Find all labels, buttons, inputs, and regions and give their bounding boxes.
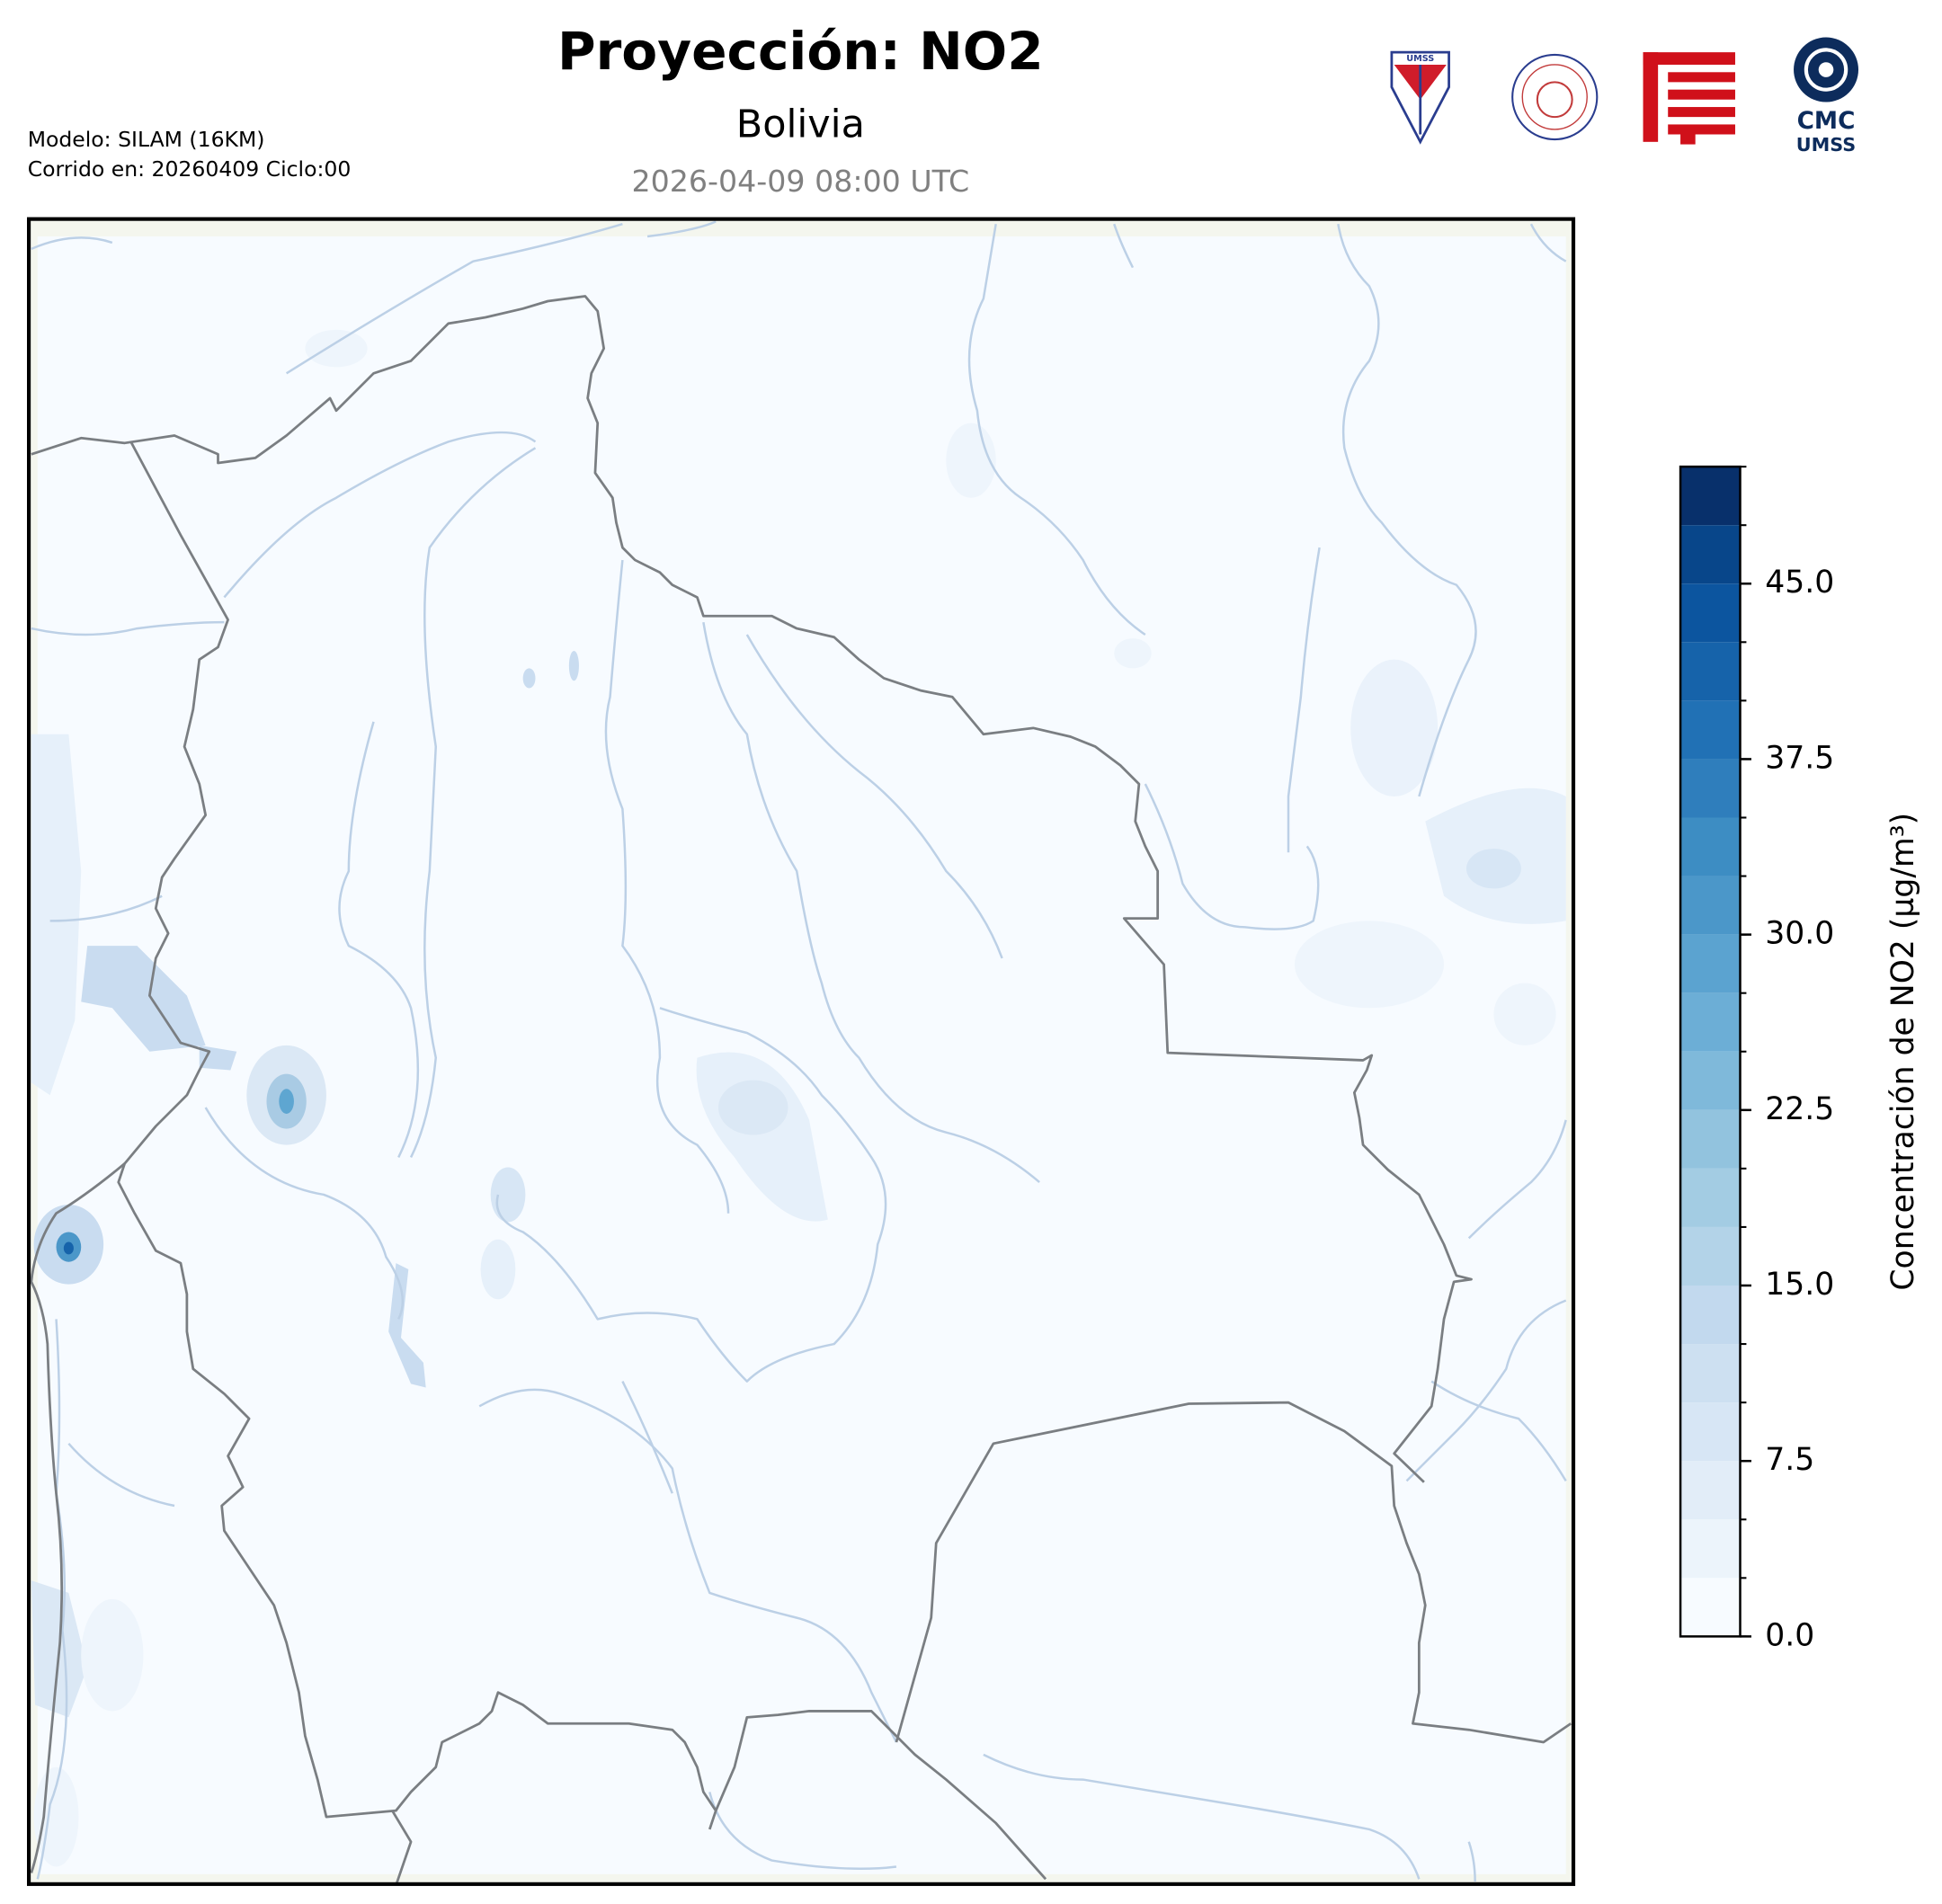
colorbar-frame xyxy=(1679,465,1742,1638)
colorbar-band xyxy=(1680,1226,1741,1286)
colorbar-band xyxy=(1680,1578,1741,1637)
colorbar-tick-label: 45.0 xyxy=(1765,565,1834,601)
colorbar-band xyxy=(1680,1519,1741,1579)
colorbar-band xyxy=(1680,1285,1741,1345)
colorbar-band xyxy=(1680,759,1741,818)
colorbar-band xyxy=(1680,876,1741,935)
colorbar-band xyxy=(1680,467,1741,526)
logo-text: CMC xyxy=(1797,108,1856,135)
logo-text: UMSS xyxy=(1406,54,1434,64)
colorbar-band xyxy=(1680,700,1741,760)
valid-time: 2026-04-09 08:00 UTC xyxy=(631,164,969,199)
colorbar-band xyxy=(1680,1109,1741,1169)
colorbar-tick-label: 22.5 xyxy=(1765,1091,1834,1127)
colorbar-tick-label: 30.0 xyxy=(1765,916,1834,952)
colorbar-band xyxy=(1680,934,1741,993)
rivers xyxy=(31,220,1567,1882)
logo-text: UMSS xyxy=(1796,134,1856,156)
run-info: Corrido en: 20260409 Ciclo:00 xyxy=(28,156,352,182)
colorbar-band xyxy=(1680,1051,1741,1110)
logo-umss: UMSS xyxy=(1390,50,1450,145)
logo-cmc: CMC UMSS xyxy=(1794,37,1859,156)
colorbar-band xyxy=(1680,992,1741,1052)
logo-fisica xyxy=(1511,53,1599,141)
colorbar-band xyxy=(1680,642,1741,701)
colorbar-band xyxy=(1680,1344,1741,1403)
region: Bolivia xyxy=(736,102,865,147)
colorbar-tick-label: 37.5 xyxy=(1765,740,1834,776)
concentration-field xyxy=(31,329,1566,1867)
colorbar-tick-label: 15.0 xyxy=(1765,1267,1834,1303)
colorbar-band xyxy=(1680,817,1741,876)
borders xyxy=(30,295,1572,1884)
colorbar-label: Concentración de NO2 (µg/m³) xyxy=(1885,813,1921,1291)
colorbar-tick-label: 0.0 xyxy=(1765,1617,1814,1653)
colorbar-band xyxy=(1680,583,1741,643)
map-frame xyxy=(26,217,1576,1886)
colorbar-band xyxy=(1680,525,1741,584)
logo-red xyxy=(1643,52,1735,145)
model-info: Modelo: SILAM (16KM) xyxy=(28,127,265,152)
colorbar-tick-label: 7.5 xyxy=(1765,1442,1814,1478)
colorbar-band xyxy=(1680,1168,1741,1227)
map xyxy=(29,218,1574,1884)
colorbar: 0.0 7.5 15.0 22.5 30.0 37.5 45.0 xyxy=(1679,465,1834,1653)
colorbar-band xyxy=(1680,1461,1741,1520)
colorbar-band xyxy=(1680,1402,1741,1462)
title: Proyección: NO2 xyxy=(557,21,1044,82)
